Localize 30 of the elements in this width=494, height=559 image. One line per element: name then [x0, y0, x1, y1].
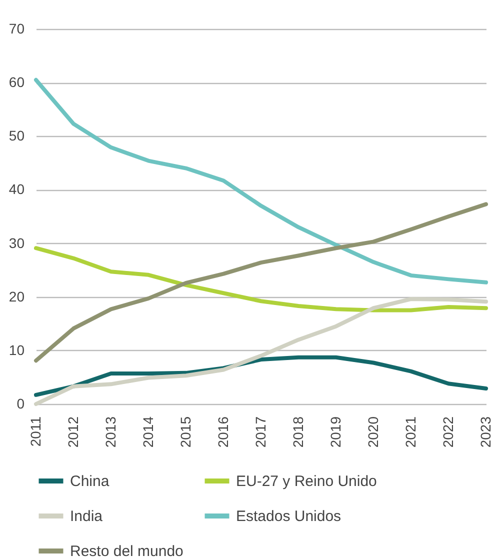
y-tick-label: 10 [8, 342, 25, 358]
legend-label: India [70, 508, 104, 525]
x-tick-label: 2012 [65, 416, 81, 448]
y-tick-label: 30 [8, 234, 25, 251]
y-tick-label: 0 [16, 396, 25, 412]
y-tick-label: 40 [8, 181, 25, 198]
line-series [34, 297, 488, 406]
x-tick-label: 2021 [402, 416, 418, 448]
x-tick-label: 2013 [102, 416, 118, 448]
x-tick-label: 2014 [140, 416, 156, 448]
x-tick-label: 2018 [290, 416, 306, 448]
legend-label: Resto del mundo [70, 543, 184, 559]
x-tick-label: 2019 [328, 416, 344, 448]
x-tick-label: 2011 [28, 416, 44, 447]
legend-label: EU-27 y Reino Unido [236, 473, 377, 490]
x-tick-label: 2015 [178, 416, 194, 448]
x-tick-label: 2023 [478, 416, 494, 448]
x-tick-label: 2016 [215, 416, 231, 448]
x-tick-label: 2017 [252, 416, 268, 448]
y-tick-label: 50 [8, 128, 25, 144]
x-tick-label: 2022 [440, 416, 456, 448]
line-series [34, 202, 488, 363]
x-tick-label: 2020 [365, 416, 381, 448]
line-series [34, 246, 488, 312]
legend-label: Estados Unidos [236, 508, 342, 525]
y-tick-label: 60 [8, 74, 25, 90]
line-series [34, 78, 488, 284]
y-tick-label: 70 [8, 20, 25, 36]
legend-label: China [70, 473, 110, 490]
y-tick-label: 20 [8, 288, 25, 304]
